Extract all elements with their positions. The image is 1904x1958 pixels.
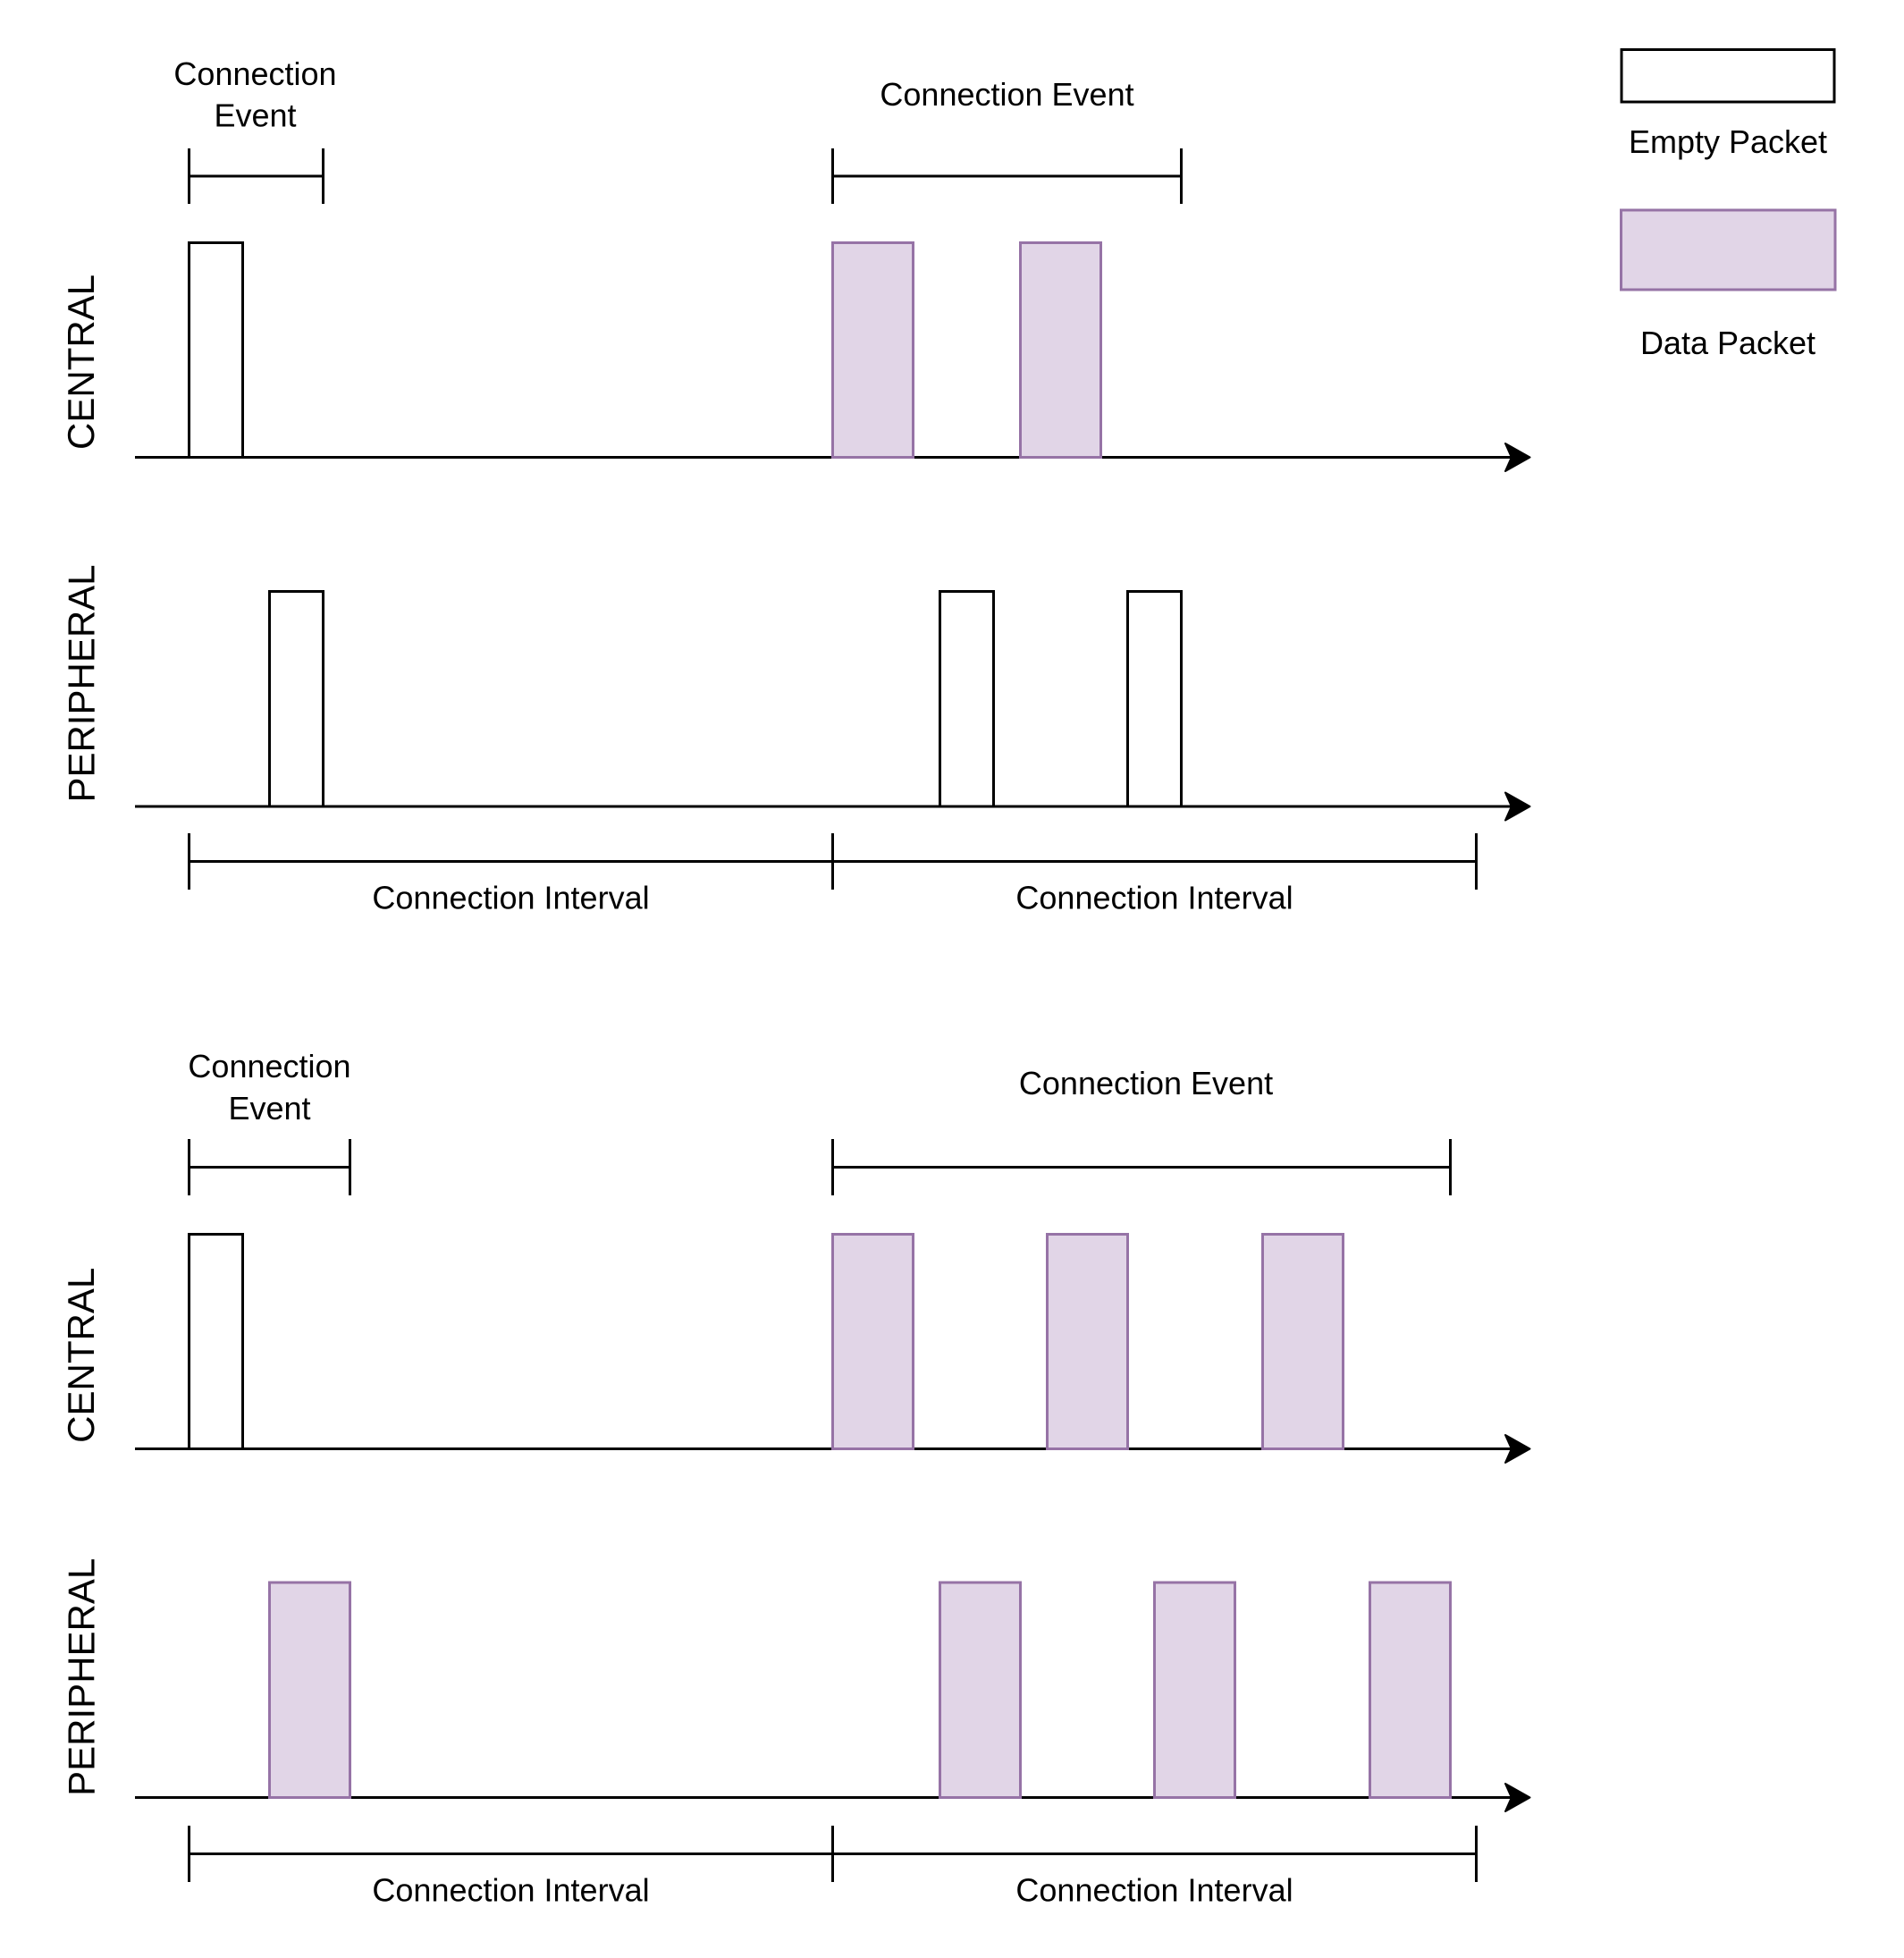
svg-text:Event: Event xyxy=(214,97,296,134)
svg-text:Event: Event xyxy=(228,1090,310,1127)
svg-text:Connection Interval: Connection Interval xyxy=(372,880,649,916)
svg-text:CENTRAL: CENTRAL xyxy=(60,1268,102,1443)
svg-text:Empty Packet: Empty Packet xyxy=(1629,123,1827,160)
svg-text:Connection Event: Connection Event xyxy=(880,76,1133,113)
svg-text:Connection: Connection xyxy=(173,55,336,92)
svg-text:CENTRAL: CENTRAL xyxy=(60,274,102,450)
svg-text:PERIPHERAL: PERIPHERAL xyxy=(60,564,102,802)
svg-text:Connection Interval: Connection Interval xyxy=(1015,1872,1293,1909)
svg-text:Data Packet: Data Packet xyxy=(1640,325,1816,361)
svg-text:Connection Interval: Connection Interval xyxy=(1015,880,1293,916)
svg-text:Connection Interval: Connection Interval xyxy=(372,1872,649,1909)
svg-text:Connection: Connection xyxy=(188,1048,350,1084)
svg-text:PERIPHERAL: PERIPHERAL xyxy=(60,1558,102,1796)
svg-text:Connection Event: Connection Event xyxy=(1019,1065,1273,1101)
